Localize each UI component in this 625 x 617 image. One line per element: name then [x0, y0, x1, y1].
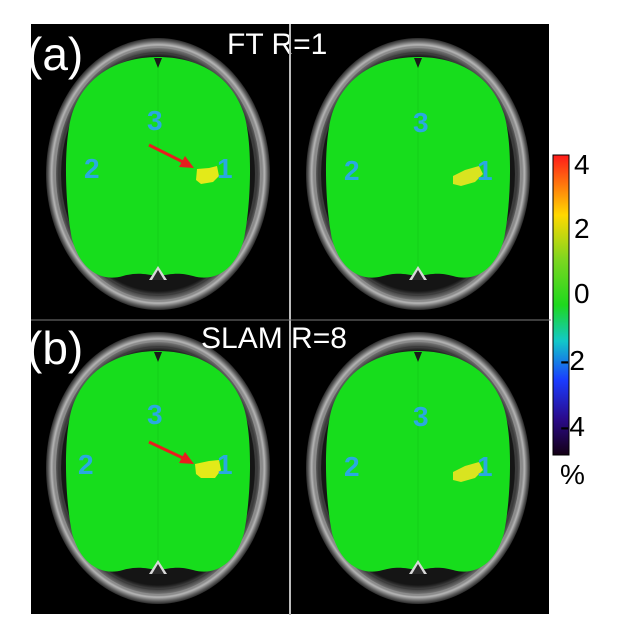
panel-b: 1 2 3 1 2 3 (b) SLAM R=8 [27, 317, 550, 615]
region-label-1: 1 [477, 451, 493, 482]
region-label-1: 1 [477, 155, 493, 186]
region-label-3: 3 [413, 401, 429, 432]
colorbar-tick: 0 [574, 278, 590, 309]
panel-letter: (b) [27, 322, 83, 374]
region-label-2: 2 [344, 155, 360, 186]
activation-blob [453, 462, 483, 482]
region-label-2: 2 [78, 449, 94, 480]
activation-blob [196, 166, 219, 184]
region-label-3: 3 [147, 399, 163, 430]
panel-letter: (a) [27, 28, 83, 80]
region-label-3: 3 [147, 105, 163, 136]
panel-title: SLAM R=8 [201, 322, 347, 355]
brain-image-a-right [290, 23, 550, 321]
panel-a: 1 2 3 1 2 3 (a) FT R=1 [27, 23, 550, 321]
region-label-2: 2 [84, 153, 100, 184]
colorbar-unit: % [560, 459, 585, 490]
activation-blob [453, 166, 483, 186]
panel-title: FT R=1 [227, 28, 327, 61]
red-arrow [148, 143, 194, 168]
region-label-1: 1 [217, 449, 233, 480]
colorbar-tick: 4 [574, 149, 590, 180]
colorbar-tick: -4 [560, 411, 585, 442]
region-label-3: 3 [413, 107, 429, 138]
colorbar: 4 2 0 -2 -4 % [552, 149, 590, 490]
colorbar-gradient [552, 154, 570, 456]
colorbar-tick: -2 [560, 345, 585, 376]
region-label-2: 2 [344, 451, 360, 482]
colorbar-tick: 2 [574, 213, 590, 244]
red-arrow [148, 440, 194, 464]
region-label-1: 1 [217, 153, 233, 184]
brain-image-b-right [290, 317, 550, 615]
activation-blob [195, 460, 221, 478]
